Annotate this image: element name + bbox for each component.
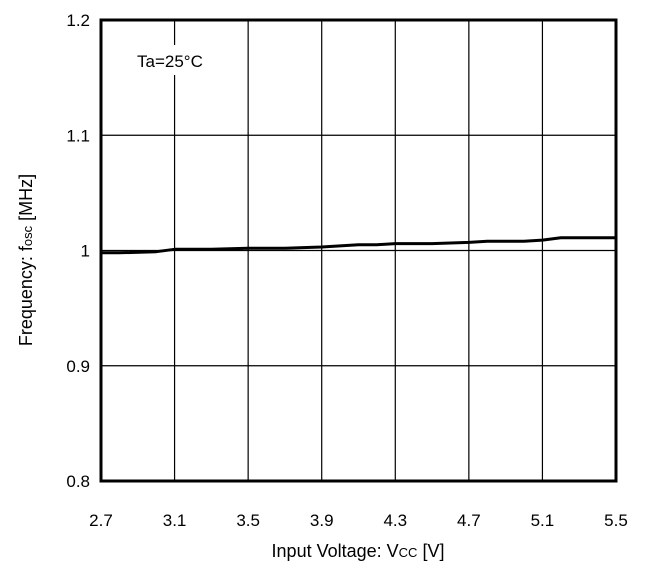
y-tick-labels: 1.2 1.1 1 0.9 0.8 [66, 11, 90, 491]
x-tick-label: 3.1 [163, 511, 187, 530]
x-tick-label: 5.1 [531, 511, 555, 530]
y-tick-label: 1 [81, 242, 90, 261]
y-axis-title-unit: [MHz] [16, 174, 36, 226]
x-axis-title: Input Voltage: VCC [V] [272, 541, 445, 561]
annotation-label: Ta=25°C [137, 52, 203, 71]
y-tick-label: 1.1 [66, 126, 90, 145]
x-tick-label: 3.5 [236, 511, 260, 530]
x-tick-label: 5.5 [604, 511, 628, 530]
annotation-group: Ta=25°C [131, 45, 235, 75]
x-axis-title-unit: [V] [417, 541, 444, 561]
y-axis-title-sub: osc [20, 225, 35, 246]
x-tick-label: 2.7 [89, 511, 113, 530]
y-tick-label: 0.8 [66, 472, 90, 491]
x-axis-title-main: Input Voltage: V [272, 541, 399, 561]
x-tick-label: 3.9 [310, 511, 334, 530]
x-tick-label: 4.3 [383, 511, 407, 530]
y-axis-title: Frequency: fosc [MHz] [16, 174, 36, 346]
x-tick-labels: 2.7 3.1 3.5 3.9 4.3 4.7 5.1 5.5 [89, 511, 628, 530]
y-tick-label: 1.2 [66, 11, 90, 30]
x-axis-title-sub: CC [399, 545, 418, 560]
y-tick-label: 0.9 [66, 357, 90, 376]
x-tick-label: 4.7 [457, 511, 481, 530]
y-axis-title-main: Frequency: f [16, 245, 36, 346]
